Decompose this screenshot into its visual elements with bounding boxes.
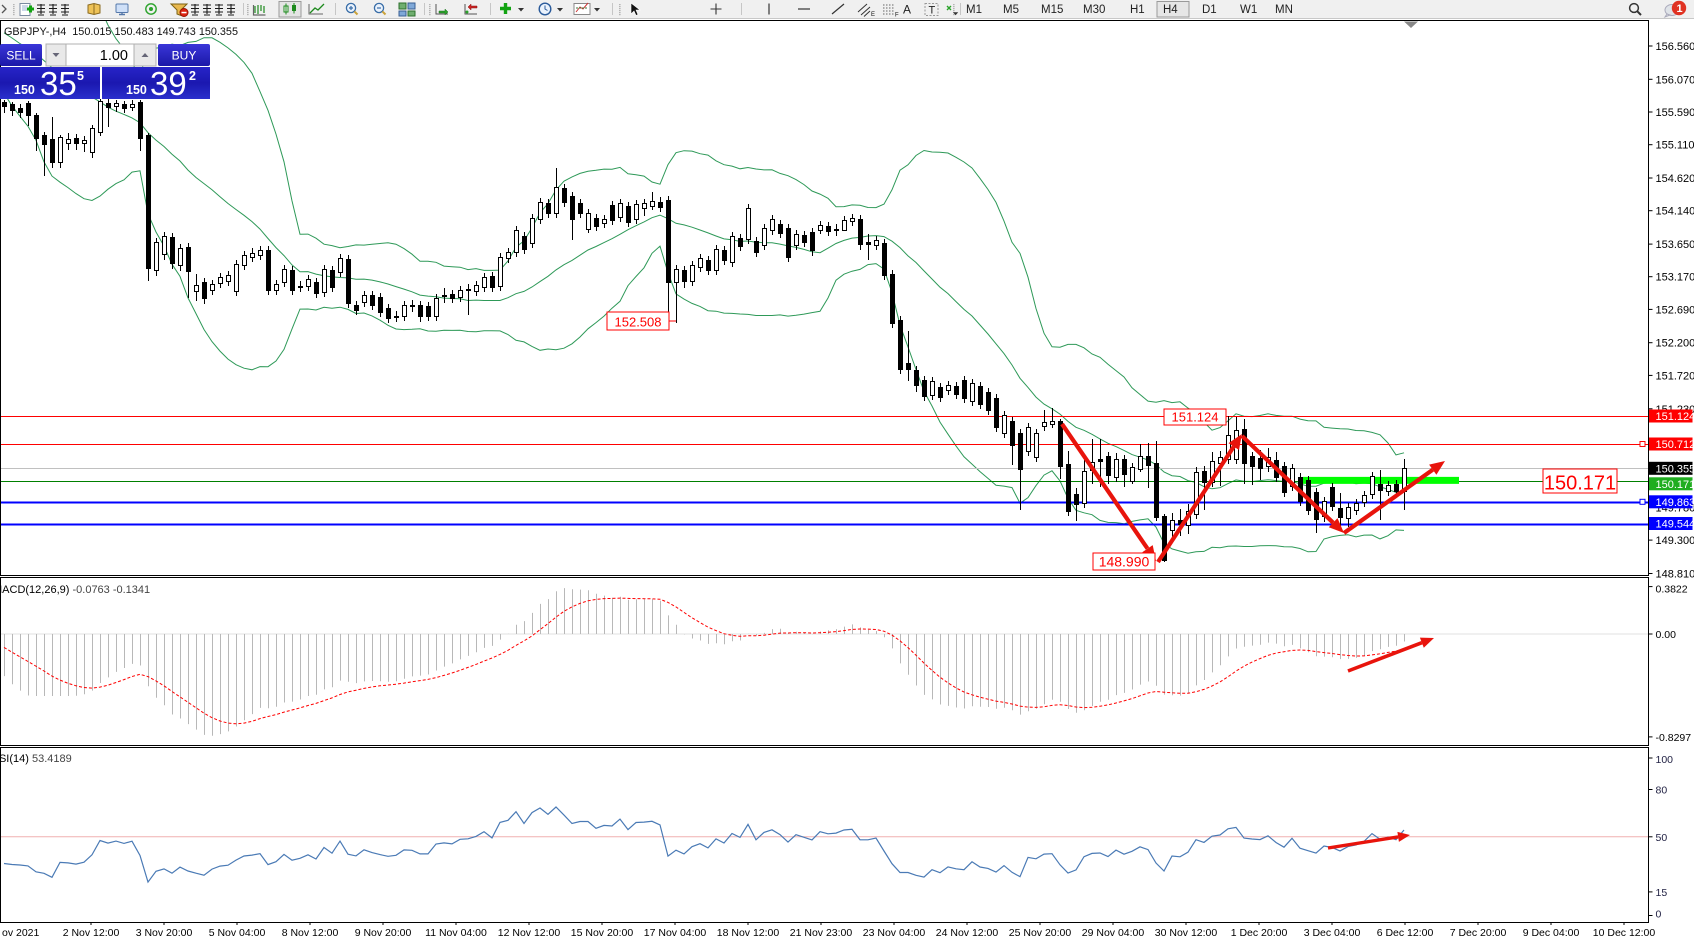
svg-text:D1: D1	[1202, 4, 1217, 16]
svg-text:18 Nov 12:00: 18 Nov 12:00	[717, 927, 780, 939]
svg-text:100: 100	[1656, 754, 1674, 766]
svg-text:11 Nov 04:00: 11 Nov 04:00	[425, 927, 487, 939]
svg-text:5: 5	[77, 69, 84, 83]
svg-text:29 Nov 04:00: 29 Nov 04:00	[1082, 927, 1145, 939]
svg-text:155.110: 155.110	[1656, 140, 1694, 152]
svg-text:50: 50	[1656, 832, 1668, 844]
svg-text:7 Dec 20:00: 7 Dec 20:00	[1450, 927, 1507, 939]
svg-text:8 Nov 12:00: 8 Nov 12:00	[282, 927, 339, 939]
svg-text:T: T	[929, 5, 936, 17]
svg-text:H1: H1	[1130, 4, 1145, 16]
svg-text:153.170: 153.170	[1656, 272, 1694, 284]
svg-text:30 Nov 12:00: 30 Nov 12:00	[1155, 927, 1218, 939]
svg-text:21 Nov 23:00: 21 Nov 23:00	[790, 927, 853, 939]
svg-text:MN: MN	[1275, 4, 1293, 16]
svg-text:1: 1	[1677, 3, 1683, 15]
svg-text:5 Nov 04:00: 5 Nov 04:00	[209, 927, 266, 939]
svg-text:149.544: 149.544	[1656, 519, 1694, 531]
svg-text:35: 35	[40, 65, 77, 102]
svg-text:148.990: 148.990	[1099, 554, 1150, 570]
svg-text:153.650: 153.650	[1656, 239, 1694, 251]
svg-text:F: F	[895, 13, 899, 19]
svg-text:BUY: BUY	[172, 49, 197, 63]
svg-text:152.690: 152.690	[1656, 304, 1694, 316]
svg-text:3 Nov 20:00: 3 Nov 20:00	[136, 927, 193, 939]
svg-text:151.124: 151.124	[1172, 410, 1219, 425]
svg-text:150.355: 150.355	[1656, 463, 1694, 475]
svg-text:H4: H4	[1163, 4, 1178, 16]
svg-text:152.508: 152.508	[615, 315, 662, 330]
svg-text:0: 0	[1656, 909, 1662, 921]
svg-text:25 Nov 20:00: 25 Nov 20:00	[1009, 927, 1072, 939]
svg-text:150.712: 150.712	[1656, 439, 1694, 451]
svg-text:ov 2021: ov 2021	[2, 927, 40, 939]
svg-text:15: 15	[1656, 887, 1668, 899]
svg-text:150: 150	[14, 83, 35, 97]
svg-text:M15: M15	[1041, 4, 1063, 16]
svg-text:9 Dec 04:00: 9 Dec 04:00	[1523, 927, 1580, 939]
svg-text:2 Nov 12:00: 2 Nov 12:00	[63, 927, 120, 939]
svg-text:3 Dec 04:00: 3 Dec 04:00	[1304, 927, 1361, 939]
svg-text:0.3822: 0.3822	[1656, 584, 1688, 596]
svg-text:A: A	[903, 3, 911, 17]
svg-text:-0.8297: -0.8297	[1656, 732, 1692, 744]
svg-text:M30: M30	[1083, 4, 1105, 16]
svg-text:GBPJPY-,H4 150.015 150.483 14: GBPJPY-,H4 150.015 150.483 149.743 150.3…	[4, 26, 238, 38]
svg-text:155.590: 155.590	[1656, 107, 1694, 119]
svg-text:9 Nov 20:00: 9 Nov 20:00	[355, 927, 412, 939]
svg-text:156.560: 156.560	[1656, 41, 1694, 53]
svg-text:12 Nov 12:00: 12 Nov 12:00	[498, 927, 561, 939]
svg-text:150.171: 150.171	[1656, 479, 1694, 491]
svg-text:10 Dec 12:00: 10 Dec 12:00	[1593, 927, 1656, 939]
svg-text:RSI(14) 53.4189: RSI(14) 53.4189	[0, 753, 72, 765]
svg-text:156.070: 156.070	[1656, 74, 1694, 86]
svg-text:1 Dec 20:00: 1 Dec 20:00	[1231, 927, 1288, 939]
svg-text:150: 150	[126, 83, 147, 97]
svg-text:15 Nov 20:00: 15 Nov 20:00	[571, 927, 634, 939]
svg-text:W1: W1	[1240, 4, 1257, 16]
svg-text:23 Nov 04:00: 23 Nov 04:00	[863, 927, 926, 939]
svg-text:24 Nov 12:00: 24 Nov 12:00	[936, 927, 999, 939]
svg-text:0.00: 0.00	[1656, 629, 1677, 641]
svg-text:SELL: SELL	[6, 49, 36, 63]
svg-text:M1: M1	[966, 4, 982, 16]
svg-text:154.620: 154.620	[1656, 173, 1694, 185]
svg-text:2: 2	[189, 69, 196, 83]
svg-text:80: 80	[1656, 785, 1668, 797]
svg-text:149.300: 149.300	[1656, 535, 1694, 547]
svg-text:152.200: 152.200	[1656, 338, 1694, 350]
svg-text:1.00: 1.00	[100, 48, 128, 64]
svg-text:154.140: 154.140	[1656, 206, 1694, 218]
svg-text:150.171: 150.171	[1544, 473, 1616, 495]
svg-text:17 Nov 04:00: 17 Nov 04:00	[644, 927, 707, 939]
svg-text:151.720: 151.720	[1656, 370, 1694, 382]
svg-text:6 Dec 12:00: 6 Dec 12:00	[1377, 927, 1434, 939]
svg-text:M5: M5	[1003, 4, 1019, 16]
svg-text:148.810: 148.810	[1656, 569, 1694, 581]
svg-text:39: 39	[150, 65, 187, 102]
svg-text:149.863: 149.863	[1656, 497, 1694, 509]
svg-text:E: E	[871, 12, 875, 18]
svg-text:151.124: 151.124	[1656, 411, 1694, 423]
svg-text:MACD(12,26,9) -0.0763 -0.1341: MACD(12,26,9) -0.0763 -0.1341	[0, 584, 150, 596]
